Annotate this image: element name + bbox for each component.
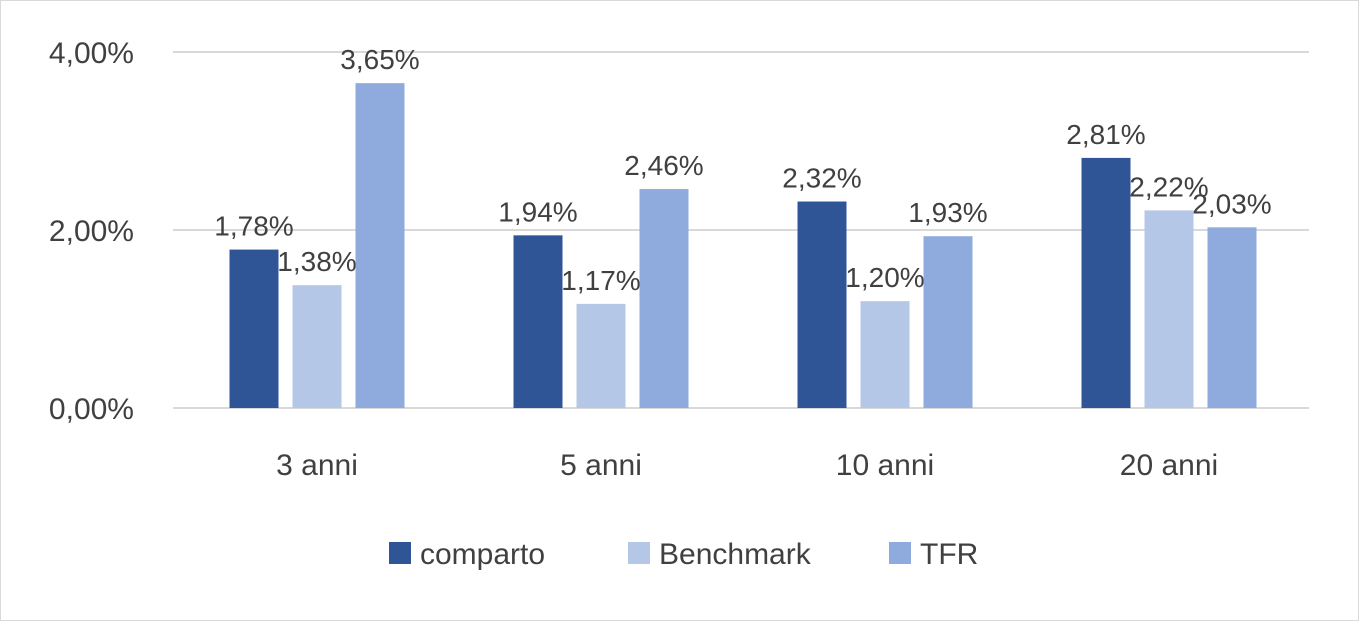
data-label: 1,17% xyxy=(561,265,640,296)
y-tick-label: 4,00% xyxy=(49,37,134,70)
bar-comparto xyxy=(229,249,279,408)
bar-benchmark xyxy=(860,301,910,408)
data-label: 2,32% xyxy=(782,163,861,194)
data-label: 2,22% xyxy=(1129,171,1208,202)
data-label: 2,81% xyxy=(1066,119,1145,150)
legend-swatch-benchmark xyxy=(628,542,650,564)
y-tick-label: 2,00% xyxy=(49,215,134,248)
legend-swatch-tfr xyxy=(889,542,911,564)
legend-label-comparto: comparto xyxy=(420,538,545,571)
bar-benchmark xyxy=(576,303,626,408)
bar-tfr xyxy=(639,189,689,408)
bar-benchmark xyxy=(292,285,342,408)
bar-tfr xyxy=(1207,227,1257,408)
data-label: 1,20% xyxy=(845,262,924,293)
data-label: 1,94% xyxy=(498,196,577,227)
data-label: 3,65% xyxy=(340,44,419,75)
data-label: 1,93% xyxy=(908,197,987,228)
data-label: 1,38% xyxy=(277,246,356,277)
y-tick-label: 0,00% xyxy=(49,393,134,426)
x-tick-label: 5 anni xyxy=(560,449,642,482)
data-label: 2,03% xyxy=(1192,188,1271,219)
x-tick-label: 20 anni xyxy=(1120,449,1218,482)
bar-comparto xyxy=(797,201,847,408)
x-tick-label: 10 anni xyxy=(836,449,934,482)
bar-comparto xyxy=(513,235,563,408)
bar-comparto xyxy=(1081,157,1131,408)
data-label: 2,46% xyxy=(624,150,703,181)
legend-label-tfr: TFR xyxy=(920,538,978,571)
data-label: 1,78% xyxy=(214,211,293,242)
legend-label-benchmark: Benchmark xyxy=(659,538,812,571)
legend-swatch-comparto xyxy=(389,542,411,564)
x-tick-label: 3 anni xyxy=(276,449,358,482)
bar-tfr xyxy=(355,83,405,409)
bar-tfr xyxy=(923,236,973,408)
bar-benchmark xyxy=(1144,210,1194,408)
